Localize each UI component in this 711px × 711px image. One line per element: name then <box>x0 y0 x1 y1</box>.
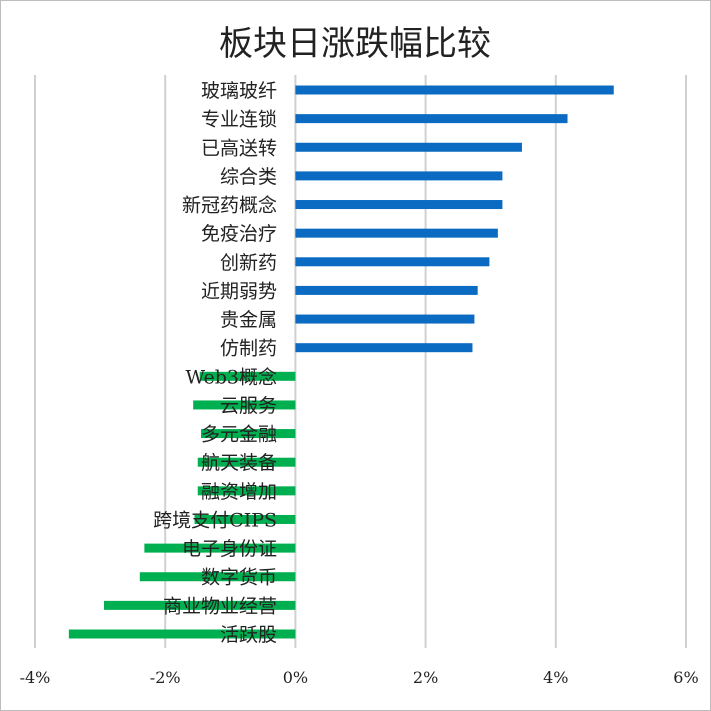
bar <box>197 486 296 496</box>
category-label: 新冠药概念 <box>182 194 277 217</box>
category-label: Web3概念 <box>186 365 277 388</box>
category-label: 已高送转 <box>201 137 277 159</box>
category-label: 免疫治疗 <box>201 223 277 245</box>
bar <box>295 228 498 238</box>
x-tick-label: -4% <box>20 668 51 687</box>
bar <box>139 572 296 582</box>
category-label: 融资增加 <box>201 481 277 503</box>
bar <box>194 514 296 524</box>
bar <box>295 200 503 210</box>
chart-title: 板块日涨跌幅比较 <box>219 24 491 64</box>
category-label: 活跃股 <box>220 624 277 646</box>
category-label: 跨境支付CIPS <box>153 509 277 531</box>
bar <box>68 629 296 639</box>
category-label: 近期弱势 <box>201 280 277 302</box>
category-label: 航天装备 <box>201 452 277 474</box>
category-label: 电子身份证 <box>182 538 277 560</box>
bar <box>199 371 296 381</box>
bar <box>295 285 478 295</box>
x-tick-label: 0% <box>283 668 308 687</box>
bar <box>295 171 503 181</box>
bar <box>295 314 475 324</box>
bar <box>295 257 490 267</box>
x-tick-label: 4% <box>543 668 568 687</box>
category-label: 仿制药 <box>220 338 277 360</box>
bar <box>144 543 296 553</box>
x-tick-label: -2% <box>150 668 181 687</box>
bar <box>295 142 522 152</box>
bar <box>197 457 296 467</box>
bar <box>201 429 296 439</box>
category-label: 多元金融 <box>201 424 277 446</box>
bar <box>104 600 296 610</box>
bar <box>295 343 473 353</box>
category-label: 贵金属 <box>220 309 277 331</box>
category-label: 商业物业经营 <box>163 595 277 617</box>
category-label: 创新药 <box>220 252 277 274</box>
bar <box>295 114 568 124</box>
bar <box>295 85 614 95</box>
bar <box>193 400 296 410</box>
x-tick-label: 6% <box>673 668 698 687</box>
category-label: 综合类 <box>220 166 277 188</box>
x-tick-label: 2% <box>413 668 438 687</box>
category-label: 专业连锁 <box>201 109 277 131</box>
category-label: 数字货币 <box>201 567 277 589</box>
category-label: 玻璃玻纤 <box>201 80 277 102</box>
category-label: 云服务 <box>220 395 277 417</box>
